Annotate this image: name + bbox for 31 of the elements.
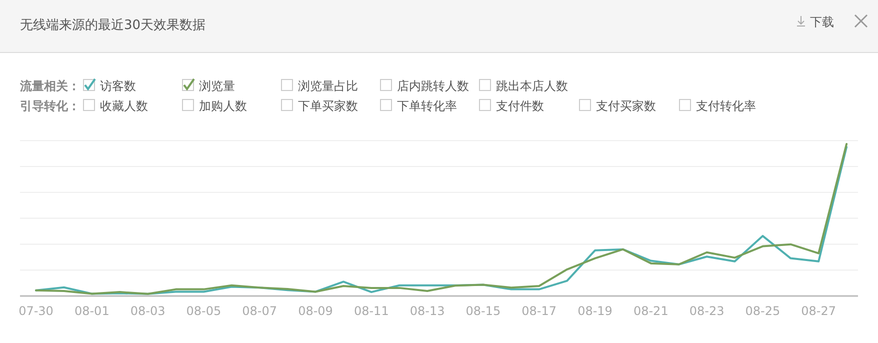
text: 店内跳转人数 — [397, 79, 469, 93]
text: 引导转化： — [20, 99, 80, 113]
text: 流量相关： — [19, 79, 80, 93]
text: 收藏人数 — [100, 99, 148, 113]
text: 下载 — [810, 15, 834, 29]
x-tick-label: 08-21 — [633, 304, 668, 318]
text: 支付买家数 — [596, 99, 656, 113]
chart-title: 无线端来源的最近30天效果数据 — [20, 18, 206, 33]
text: 浏览量占比 — [298, 79, 358, 93]
x-tick-label: 08-27 — [801, 304, 836, 318]
x-tick-label: 07-30 — [18, 304, 54, 318]
text: 下单转化率 — [397, 99, 457, 113]
x-tick-label: 08-15 — [466, 304, 501, 318]
text: 支付件数 — [496, 99, 544, 113]
x-tick-label: 08-11 — [354, 304, 389, 318]
text: 加购人数 — [199, 99, 247, 113]
x-tick-label: 08-13 — [410, 304, 445, 318]
text: 跳出本店人数 — [496, 79, 568, 93]
x-tick-label: 08-17 — [522, 304, 557, 318]
legend-label: 访客数 — [100, 79, 136, 93]
x-tick-label: 08-07 — [242, 304, 278, 318]
text: 下单买家数 — [298, 99, 358, 113]
text: 支付转化率 — [696, 99, 756, 113]
x-tick-label: 08-05 — [186, 304, 222, 318]
x-tick-label: 08-01 — [74, 304, 110, 318]
x-tick-label: 08-25 — [745, 304, 780, 318]
legend-label: 浏览量 — [199, 79, 235, 93]
x-tick-label: 08-09 — [298, 304, 333, 318]
x-tick-label: 08-03 — [130, 304, 166, 318]
x-tick-label: 08-23 — [689, 304, 724, 318]
x-tick-label: 08-19 — [578, 304, 612, 318]
